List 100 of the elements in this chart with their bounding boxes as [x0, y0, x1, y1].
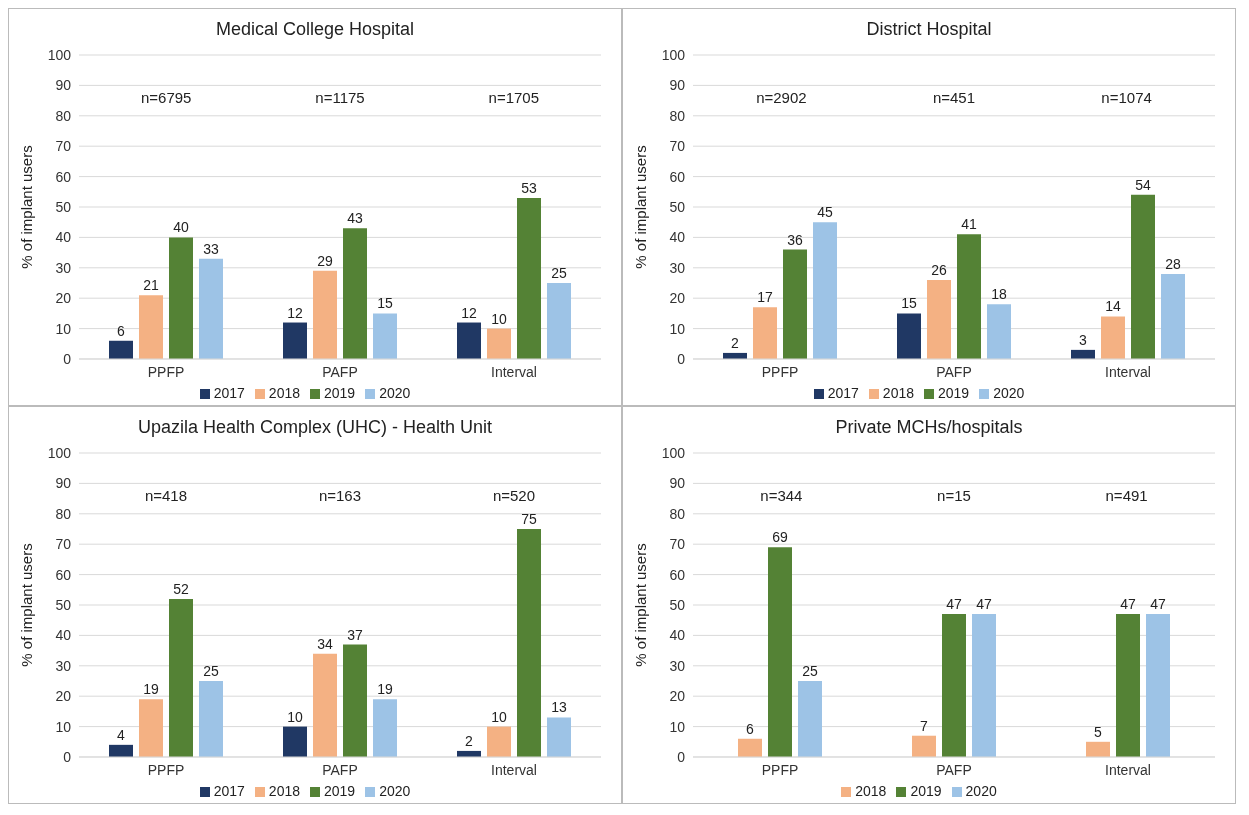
annotation: n=1074	[1097, 89, 1156, 106]
data-label: 2	[465, 732, 474, 749]
annotation: n=1175	[311, 89, 369, 106]
x-tick-label: Interval	[491, 761, 537, 778]
data-label: 13	[551, 699, 567, 716]
y-tick-label: 90	[55, 475, 72, 492]
data-label: 34	[317, 635, 333, 652]
y-tick-label: 60	[669, 168, 686, 185]
legend-label: 2019	[938, 385, 970, 401]
chart-title: District Hospital	[865, 18, 993, 41]
y-tick-label: 60	[669, 566, 686, 583]
y-tick-label: 0	[677, 350, 686, 367]
bar	[487, 726, 511, 757]
y-tick-label: 80	[669, 505, 686, 522]
x-tick-label: Interval	[1105, 363, 1151, 380]
y-tick-label: 90	[55, 77, 72, 94]
data-label: 19	[377, 681, 393, 698]
data-label: 5	[1094, 723, 1103, 740]
annotation: n=163	[314, 487, 366, 504]
data-label: 47	[946, 596, 962, 613]
y-tick-label: 10	[669, 718, 686, 735]
y-axis-title: % of implant users	[632, 543, 650, 667]
data-label: 21	[143, 277, 159, 294]
data-label: 10	[491, 310, 507, 327]
data-label: 7	[920, 717, 929, 734]
data-label: 47	[976, 596, 992, 613]
bar	[972, 614, 996, 757]
data-label: 47	[1120, 596, 1136, 613]
y-axis-title: % of implant users	[632, 145, 650, 269]
bar	[547, 283, 571, 359]
data-label: 17	[757, 289, 773, 306]
bar	[343, 644, 367, 757]
y-tick-label: 100	[661, 444, 686, 461]
x-tick-label: PAFP	[322, 363, 358, 380]
chart-title: Medical College Hospital	[214, 18, 416, 41]
x-tick-label: PAFP	[322, 761, 358, 778]
y-tick-label: 90	[669, 475, 686, 492]
annotation: n=451	[928, 89, 980, 106]
bar	[517, 197, 541, 359]
data-label: 10	[491, 708, 507, 725]
data-label: 10	[287, 708, 303, 725]
data-label: 15	[901, 295, 917, 312]
bar	[1161, 273, 1185, 359]
x-tick-label: PPFP	[761, 761, 799, 778]
bar	[798, 681, 822, 757]
y-tick-label: 40	[55, 229, 72, 246]
y-tick-label: 70	[669, 138, 686, 155]
bar	[199, 681, 223, 757]
data-label: 43	[347, 210, 363, 227]
y-tick-label: 10	[55, 718, 72, 735]
y-tick-label: 70	[669, 536, 686, 553]
data-label: 28	[1165, 255, 1181, 272]
y-tick-label: 40	[669, 627, 686, 644]
data-label: 53	[521, 179, 537, 196]
annotation: n=520	[488, 487, 540, 504]
data-label: 4	[117, 726, 126, 743]
bar	[373, 699, 397, 757]
legend-label: 2017	[827, 385, 859, 401]
y-tick-label: 20	[55, 688, 72, 705]
y-tick-label: 80	[669, 107, 686, 124]
annotation: n=15	[933, 487, 975, 504]
chart-title: Upazila Health Complex (UHC) - Health Unit	[136, 416, 494, 439]
legend-label: 2017	[213, 385, 245, 401]
annotation: n=418	[140, 487, 192, 504]
bar	[1131, 194, 1155, 359]
bar	[738, 738, 762, 757]
y-tick-label: 50	[55, 596, 72, 613]
data-label: 26	[931, 261, 947, 278]
y-tick-label: 20	[669, 688, 686, 705]
legend-label: 2018	[882, 385, 914, 401]
y-tick-label: 70	[55, 138, 72, 155]
data-label: 6	[117, 322, 126, 339]
bar	[1101, 316, 1125, 359]
bar	[547, 717, 571, 757]
data-label: 69	[772, 529, 788, 546]
bar	[313, 270, 337, 359]
bar	[987, 304, 1011, 359]
data-label: 33	[203, 240, 219, 257]
data-label: 54	[1135, 176, 1151, 193]
y-tick-label: 40	[55, 627, 72, 644]
bar	[283, 726, 307, 757]
y-tick-label: 100	[47, 46, 72, 63]
data-label: 12	[287, 304, 303, 321]
bar	[783, 249, 807, 359]
y-tick-label: 10	[669, 320, 686, 337]
data-label: 52	[173, 580, 189, 597]
bar	[313, 653, 337, 757]
y-tick-label: 70	[55, 536, 72, 553]
x-tick-label: Interval	[491, 363, 537, 380]
y-tick-label: 30	[669, 259, 686, 276]
y-tick-label: 80	[55, 107, 72, 124]
data-label: 19	[143, 681, 159, 698]
y-tick-label: 90	[669, 77, 686, 94]
y-tick-label: 20	[669, 290, 686, 307]
data-label: 25	[802, 663, 818, 679]
data-label: 40	[173, 219, 189, 236]
y-tick-label: 80	[55, 505, 72, 522]
y-tick-label: 50	[669, 596, 686, 613]
bar	[487, 328, 511, 359]
y-tick-label: 0	[677, 748, 686, 765]
